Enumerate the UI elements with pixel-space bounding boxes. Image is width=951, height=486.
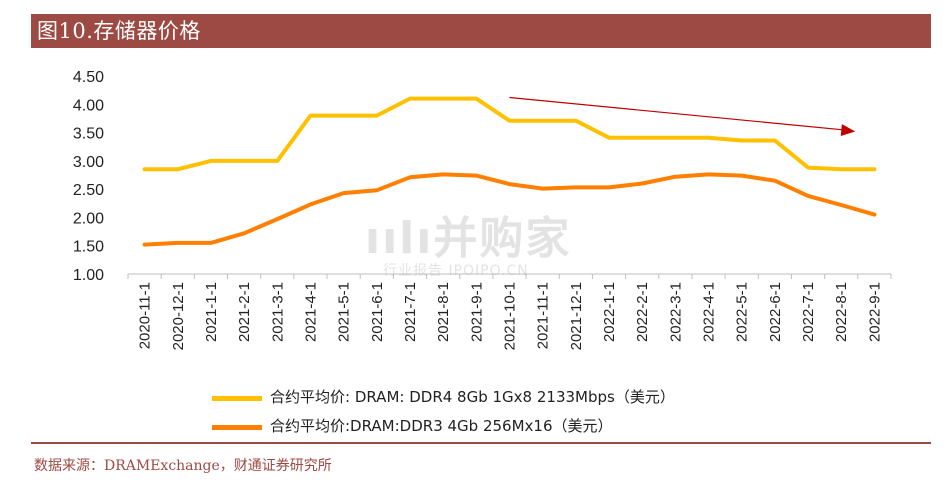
x-tick-label: 2020-11-1 [137,282,154,349]
y-tick-label: 3.50 [73,126,104,143]
page-title: 图10.存储器价格 [37,19,201,43]
y-axis: 1.00 1.50 2.00 2.50 3.00 3.50 4.00 4.50 [73,69,104,284]
x-tick-label: 2021-2-1 [236,282,253,342]
x-tick-label: 2021-6-1 [369,282,386,342]
annotation-group [509,96,856,137]
x-tick-label: 2021-10-1 [502,282,519,350]
footer-divider [31,442,931,444]
y-tick-label: 2.00 [73,210,104,227]
y-tick-label: 3.00 [73,154,104,171]
x-tick-label: 2021-4-1 [302,282,319,342]
y-tick-label: 1.00 [73,267,104,284]
y-tick-label: 1.50 [73,239,104,256]
x-tick-label: 2021-3-1 [269,282,286,342]
x-tick-label: 2022-5-1 [734,282,751,342]
x-tick-label: 2021-1-1 [203,282,220,342]
x-tick-label: 2022-7-1 [800,282,817,342]
x-tick-label: 2022-1-1 [601,282,618,342]
x-tick-label: 2021-7-1 [402,282,419,342]
legend-swatch-ddr3 [212,425,262,430]
y-tick-label: 4.50 [73,69,104,86]
x-tick-label: 2021-12-1 [568,282,585,350]
x-tick-label: 2021-9-1 [468,282,485,342]
x-axis: 2020-11-1 2020-12-1 2021-1-1 2021-2-1 2021-3… [127,273,892,350]
x-tick-label: 2020-12-1 [170,282,187,350]
series-line-ddr3 [142,172,877,247]
legend-label-ddr3: 合约平均价:DRAM:DDR3 4Gb 256Mx16（美元） [270,417,613,435]
x-tick-label: 2022-2-1 [634,282,651,342]
y-tick-label: 4.00 [73,97,104,114]
x-tick-label: 2022-8-1 [833,282,850,342]
legend-label-ddr4: 合约平均价: DRAM: DDR4 8Gb 1Gx8 2133Mbps（美元） [270,388,675,406]
x-tick-label: 2021-5-1 [336,282,353,342]
trend-arrow-line [509,96,850,132]
source-note: 数据来源：DRAMExchange，财通证券研究所 [34,458,332,474]
x-tick-label: 2021-11-1 [535,282,552,349]
trend-arrow-head [840,124,856,137]
y-tick-label: 2.50 [73,182,104,199]
watermark: ıılı并购家 行业报告 IPOIPO.CN [365,202,572,279]
legend-swatch-ddr4 [212,396,262,401]
series-group [142,96,877,247]
x-tick-label: 2022-9-1 [866,282,883,342]
watermark-logo: ıılı并购家 [365,213,572,264]
x-tick-label: 2022-6-1 [767,282,784,342]
x-tick-label: 2022-4-1 [701,282,718,342]
title-bar: 图10.存储器价格 [31,14,931,48]
x-tick-label: 2022-3-1 [667,282,684,342]
series-line-ddr4 [142,96,877,172]
watermark-subtext: 行业报告 IPOIPO.CN [383,263,529,279]
x-tick-label: 2021-8-1 [435,282,452,342]
